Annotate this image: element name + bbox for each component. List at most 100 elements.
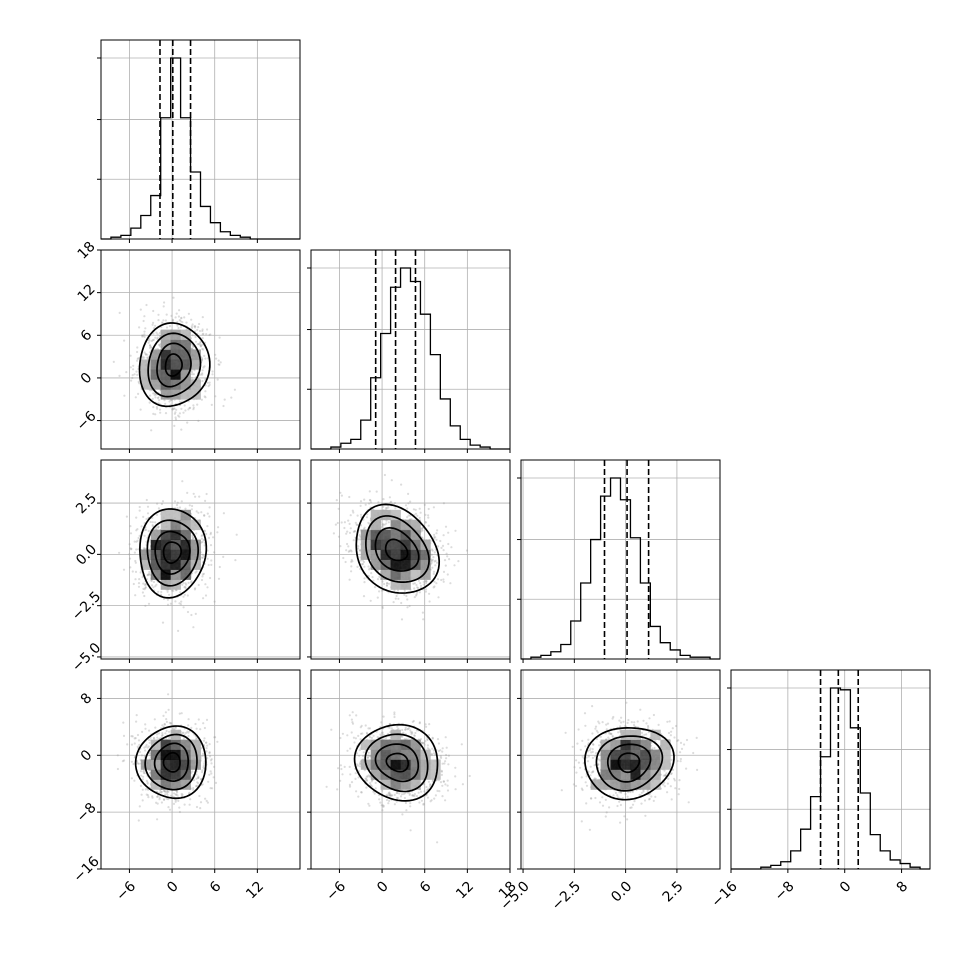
- density-cell: [160, 509, 171, 521]
- scatter-point: [158, 408, 162, 411]
- scatter-point: [201, 316, 204, 319]
- scatter-point: [188, 504, 191, 507]
- scatter-point: [200, 357, 204, 360]
- scatter-point: [359, 559, 362, 562]
- scatter-point: [202, 366, 205, 369]
- scatter-point: [138, 326, 141, 329]
- scatter-point: [190, 347, 193, 350]
- scatter-point: [201, 379, 204, 383]
- scatter-point: [143, 547, 146, 550]
- scatter-point: [208, 506, 211, 509]
- density-cell: [420, 559, 431, 570]
- scatter-point: [433, 585, 436, 588]
- scatter-point: [183, 593, 186, 596]
- scatter-point: [136, 539, 139, 542]
- density-cell: [180, 529, 191, 540]
- scatter-point: [425, 588, 428, 591]
- scatter-point: [346, 542, 349, 546]
- scatter-point: [195, 570, 198, 573]
- scatter-point: [157, 525, 160, 529]
- scatter-point: [142, 771, 145, 775]
- scatter-panel-0-3: [97, 669, 301, 873]
- scatter-point: [152, 332, 155, 335]
- density-cell: [180, 369, 191, 380]
- scatter-point: [209, 531, 212, 535]
- scatter-point: [156, 736, 159, 739]
- scatter-point: [144, 749, 147, 752]
- scatter-point: [112, 360, 115, 363]
- scatter-point: [173, 424, 176, 427]
- scatter-point: [233, 388, 236, 391]
- scatter-point: [415, 594, 418, 597]
- scatter-point: [350, 558, 353, 562]
- scatter-point: [134, 561, 137, 564]
- scatter-point: [430, 559, 434, 562]
- density-cell: [180, 549, 191, 560]
- density-cell: [370, 529, 381, 540]
- scatter-point: [396, 589, 400, 592]
- scatter-point: [204, 594, 208, 597]
- scatter-point: [211, 373, 214, 376]
- scatter-point: [174, 800, 177, 803]
- scatter-point: [437, 596, 440, 599]
- scatter-point: [176, 501, 179, 504]
- scatter-point: [351, 560, 354, 563]
- scatter-point: [192, 406, 195, 409]
- scatter-point: [378, 575, 381, 579]
- scatter-point: [361, 562, 364, 566]
- scatter-point: [141, 591, 144, 594]
- scatter-point: [393, 502, 397, 505]
- scatter-point: [208, 751, 211, 754]
- scatter-point: [409, 500, 412, 503]
- contour-line-0: [384, 538, 409, 562]
- scatter-point: [354, 521, 357, 524]
- density-cell: [140, 549, 152, 560]
- contour-line-3: [138, 322, 211, 408]
- scatter-point: [417, 586, 420, 590]
- scatter-point: [198, 329, 202, 333]
- scatter-point: [421, 527, 424, 530]
- scatter-point: [159, 411, 162, 414]
- scatter-point: [352, 530, 355, 534]
- scatter-point: [168, 808, 172, 811]
- scatter-point: [187, 581, 190, 585]
- scatter-point: [191, 323, 194, 326]
- scatter-point: [151, 525, 154, 528]
- scatter-point: [373, 586, 377, 589]
- scatter-point: [152, 406, 155, 409]
- scatter-point: [200, 534, 203, 538]
- scatter-point: [162, 305, 165, 308]
- scatter-point: [407, 514, 410, 517]
- scatter-point: [202, 348, 205, 351]
- density-cell: [150, 379, 162, 390]
- scatter-point: [406, 516, 409, 519]
- scatter-point: [203, 365, 206, 368]
- scatter-point: [180, 795, 183, 798]
- scatter-point: [442, 578, 445, 581]
- density-cell: [400, 549, 411, 560]
- scatter-point: [143, 315, 146, 318]
- scatter-point: [202, 572, 205, 575]
- scatter-point: [339, 545, 342, 548]
- scatter-point: [385, 584, 389, 587]
- scatter-point: [424, 590, 427, 593]
- scatter-point: [214, 395, 217, 398]
- scatter-point: [432, 572, 435, 576]
- scatter-point: [186, 491, 189, 494]
- scatter-point: [143, 351, 146, 354]
- scatter-point: [143, 594, 146, 598]
- scatter-point: [203, 530, 206, 533]
- scatter-point: [380, 589, 384, 592]
- scatter-point: [147, 796, 150, 799]
- scatter-point: [433, 535, 436, 539]
- scatter-point: [207, 385, 210, 388]
- panel-frame: [310, 459, 511, 660]
- scatter-point: [158, 343, 161, 347]
- scatter-point: [131, 570, 134, 573]
- scatter-point: [407, 502, 410, 505]
- panel-content: [101, 460, 300, 659]
- density-cell: [170, 549, 181, 560]
- scatter-point: [155, 393, 158, 396]
- scatter-point: [161, 733, 164, 737]
- scatter-point: [148, 344, 152, 347]
